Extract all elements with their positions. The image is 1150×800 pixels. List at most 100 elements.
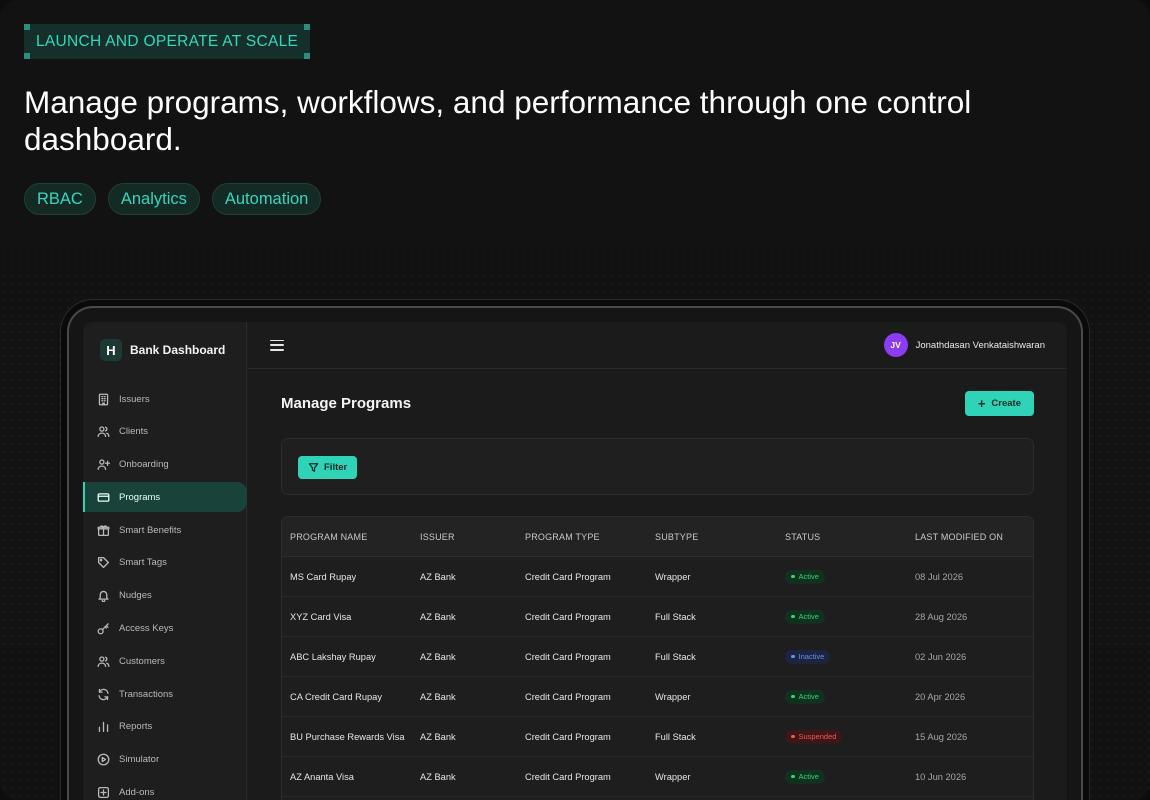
sidebar-item-label: Transactions — [119, 688, 174, 700]
sidebar-item-nudges[interactable]: Nudges — [83, 581, 247, 611]
gift-icon — [97, 525, 110, 536]
device-frame: H Bank Dashboard Issuers Clients Onboard… — [67, 306, 1083, 800]
last-modified: 02 Jun 2026 — [915, 651, 967, 662]
program-type: Credit Card Program — [525, 571, 611, 582]
sidebar-item-label: Nudges — [119, 590, 152, 602]
sidebar-item-label: Issuers — [119, 393, 150, 405]
table-header: PROGRAM NAME ISSUER PROGRAM TYPE SUBTYPE… — [282, 517, 1033, 557]
sidebar: H Bank Dashboard Issuers Clients Onboard… — [83, 322, 247, 800]
page-title: Manage Programs — [281, 395, 412, 412]
brand-name: Bank Dashboard — [130, 343, 226, 357]
subtype: Full Stack — [655, 731, 696, 742]
sidebar-item-label: Smart Tags — [119, 557, 167, 569]
table-row[interactable]: CA Credit Card Rupay AZ Bank Credit Card… — [282, 677, 1033, 717]
program-type: Credit Card Program — [525, 691, 611, 702]
sidebar-item-customers[interactable]: Customers — [83, 646, 247, 676]
column-header[interactable]: PROGRAM TYPE — [525, 531, 600, 542]
table-row[interactable]: BU Purchase Rewards Visa AZ Bank Credit … — [282, 717, 1033, 757]
subtype: Full Stack — [655, 611, 696, 622]
sidebar-item-label: Smart Benefits — [119, 524, 182, 536]
users-icon — [97, 656, 110, 667]
filter-panel: Filter — [281, 438, 1034, 495]
brand[interactable]: H Bank Dashboard — [100, 339, 225, 361]
sidebar-item-label: Reports — [119, 721, 153, 733]
subtype: Wrapper — [655, 571, 691, 582]
status-badge: Active — [785, 769, 825, 784]
chip-rbac: RBAC — [24, 183, 96, 215]
filter-icon — [308, 463, 319, 472]
status-badge: Active — [785, 609, 825, 624]
sidebar-item-simulator[interactable]: Simulator — [83, 745, 247, 775]
status-badge: Active — [785, 689, 825, 704]
bell-icon — [98, 591, 109, 603]
column-header[interactable]: STATUS — [785, 531, 821, 542]
issuer: AZ Bank — [420, 611, 456, 622]
column-header[interactable]: SUBTYPE — [655, 531, 699, 542]
program-name: MS Card Rupay — [290, 571, 357, 582]
sidebar-item-access-keys[interactable]: Access Keys — [83, 614, 247, 644]
credit-card-icon — [97, 493, 110, 502]
app-screen: H Bank Dashboard Issuers Clients Onboard… — [83, 322, 1067, 800]
main-content: JV Jonathdasan Venkataishwaran Manage Pr… — [248, 322, 1067, 800]
column-header[interactable]: ISSUER — [420, 531, 455, 542]
status-badge: Active — [785, 569, 825, 584]
avatar: JV — [883, 333, 908, 357]
sidebar-item-onboarding[interactable]: Onboarding — [83, 450, 247, 480]
bar-chart-icon — [98, 722, 109, 733]
sidebar-item-smart-benefits[interactable]: Smart Benefits — [83, 515, 247, 545]
last-modified: 10 Jun 2026 — [915, 771, 967, 782]
program-name: ABC Lakshay Rupay — [290, 651, 376, 662]
table-row[interactable]: MS Card Rupay AZ Bank Credit Card Progra… — [282, 557, 1033, 597]
sidebar-item-label: Clients — [119, 426, 149, 438]
refresh-icon — [98, 688, 109, 700]
user-plus-icon — [97, 459, 110, 471]
hero-headline: Manage programs, workflows, and performa… — [24, 84, 972, 157]
sidebar-item-transactions[interactable]: Transactions — [83, 679, 247, 709]
sidebar-item-label: Simulator — [119, 754, 160, 766]
sidebar-item-issuers[interactable]: Issuers — [83, 384, 247, 414]
table-row[interactable]: XYZ Card Visa AZ Bank Credit Card Progra… — [282, 597, 1033, 637]
column-header[interactable]: LAST MODIFIED ON — [915, 531, 1004, 542]
sidebar-item-label: Customers — [119, 655, 165, 667]
feature-chips: RBAC Analytics Automation — [24, 183, 322, 215]
building-icon — [98, 393, 109, 405]
sidebar-item-clients[interactable]: Clients — [83, 417, 247, 447]
issuer: AZ Bank — [420, 571, 456, 582]
key-icon — [97, 623, 109, 635]
last-modified: 08 Jul 2026 — [915, 571, 964, 582]
sidebar-item-programs[interactable]: Programs — [83, 482, 247, 513]
program-type: Credit Card Program — [525, 611, 611, 622]
sidebar-item-label: Onboarding — [119, 459, 169, 471]
eyebrow-tag: LAUNCH AND OPERATE AT SCALE — [24, 24, 311, 59]
eyebrow-text: LAUNCH AND OPERATE AT SCALE — [36, 32, 299, 50]
subtype: Full Stack — [655, 651, 696, 662]
column-header[interactable]: PROGRAM NAME — [290, 531, 368, 542]
subtype: Wrapper — [655, 771, 691, 782]
table-row[interactable]: AZ Ananta Visa AZ Bank Credit Card Progr… — [282, 757, 1033, 797]
program-type: Credit Card Program — [525, 651, 611, 662]
program-name: CA Credit Card Rupay — [290, 691, 382, 702]
last-modified: 20 Apr 2026 — [915, 691, 966, 702]
program-type: Credit Card Program — [525, 731, 611, 742]
last-modified: 15 Aug 2026 — [915, 731, 968, 742]
sidebar-item-reports[interactable]: Reports — [83, 712, 247, 742]
issuer: AZ Bank — [420, 771, 456, 782]
subtype: Wrapper — [655, 691, 691, 702]
filter-button[interactable]: Filter — [298, 456, 358, 479]
program-name: XYZ Card Visa — [290, 611, 352, 622]
create-button[interactable]: + Create — [964, 391, 1034, 416]
program-name: BU Purchase Rewards Visa — [290, 731, 405, 742]
programs-table: PROGRAM NAME ISSUER PROGRAM TYPE SUBTYPE… — [281, 516, 1034, 800]
status-badge: Suspended — [785, 729, 843, 744]
table-row[interactable]: ABC Lakshay Rupay AZ Bank Credit Card Pr… — [282, 637, 1033, 677]
user-menu[interactable]: JV Jonathdasan Venkataishwaran — [883, 333, 1045, 357]
user-name: Jonathdasan Venkataishwaran — [915, 339, 1045, 351]
plus-square-icon — [97, 787, 110, 799]
sidebar-item-smart-tags[interactable]: Smart Tags — [83, 548, 247, 578]
program-type: Credit Card Program — [525, 771, 611, 782]
last-modified: 28 Aug 2026 — [915, 611, 968, 622]
menu-icon[interactable] — [270, 339, 284, 351]
chip-analytics: Analytics — [107, 183, 200, 215]
sidebar-item-add-ons[interactable]: Add-ons — [83, 778, 247, 800]
filter-label: Filter — [324, 462, 348, 473]
